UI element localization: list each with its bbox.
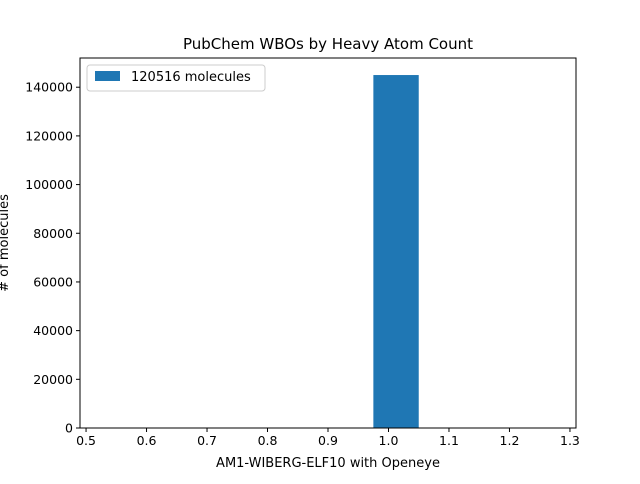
histogram-bar [373, 75, 419, 428]
chart-title: PubChem WBOs by Heavy Atom Count [183, 35, 473, 53]
y-tick-label: 0 [65, 421, 73, 436]
legend-label: 120516 molecules [131, 70, 251, 85]
y-axis-ticks: 0 20000 40000 60000 80000 100000 120000 140000 [25, 80, 80, 436]
x-tick-label: 1.2 [500, 433, 520, 448]
x-tick-label: 1.0 [379, 433, 399, 448]
x-tick-label: 0.6 [137, 433, 157, 448]
x-tick-label: 1.3 [560, 433, 580, 448]
x-tick-label: 0.7 [197, 433, 217, 448]
y-tick-label: 80000 [33, 226, 73, 241]
legend-box [86, 64, 266, 92]
y-tick-label: 60000 [33, 274, 73, 289]
y-tick-label: 20000 [33, 372, 73, 387]
x-tick-label: 0.9 [318, 433, 338, 448]
y-tick-label: 140000 [25, 80, 73, 95]
legend: 120516 molecules [86, 64, 266, 92]
y-tick-label: 100000 [25, 177, 73, 192]
y-tick-label: 120000 [25, 128, 73, 143]
x-axis-ticks: 0.5 0.6 0.7 0.8 0.9 1.0 1.1 1.2 1.3 [76, 428, 580, 448]
y-axis-label: # of molecules [0, 194, 12, 292]
bars-group [373, 75, 419, 428]
x-tick-label: 0.8 [258, 433, 278, 448]
x-tick-label: 1.1 [439, 433, 459, 448]
plot-frame [79, 57, 577, 429]
x-tick-label: 0.5 [76, 433, 96, 448]
x-axis-label: AM1-WIBERG-ELF10 with Openeye [216, 456, 440, 471]
y-tick-label: 40000 [33, 323, 73, 338]
legend-swatch [95, 71, 120, 81]
